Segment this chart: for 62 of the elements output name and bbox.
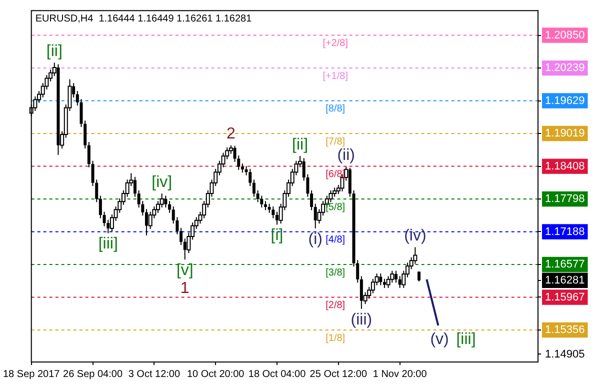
annotation: [v]	[176, 262, 194, 279]
annotation: (ii)	[337, 147, 355, 164]
y-tick-label: 1.16577	[545, 258, 585, 271]
x-tick-label: 18 Sep 2017	[3, 368, 60, 380]
annotation: [iv]	[152, 174, 172, 191]
annotation: [7/8]	[326, 136, 346, 148]
y-tick-label: 1.20850	[545, 29, 585, 42]
annotation: [8/8]	[326, 104, 346, 115]
x-tick-label: 3 Oct 12:00	[128, 368, 180, 380]
annotation: [1/8]	[326, 332, 346, 344]
annotation: [ii]	[292, 136, 308, 154]
annotation: [ii]	[46, 43, 62, 60]
x-tick-label: 25 Oct 12:00	[310, 368, 368, 380]
candlestick	[398, 276, 402, 288]
candlestick	[98, 195, 102, 219]
annotation: 1	[180, 280, 190, 297]
x-tick-label: 1 Nov 20:00	[372, 368, 428, 380]
y-tick-label: 1.14905	[545, 348, 585, 360]
candlestick	[87, 142, 90, 168]
y-tick-label: 1.18408	[545, 160, 585, 172]
annotation: [i]	[270, 227, 284, 244]
annotation: (i)	[308, 230, 322, 248]
candlestick	[248, 168, 252, 187]
annotation: [4/8]	[326, 234, 346, 246]
x-tick-label: 10 Oct 20:00	[186, 368, 245, 380]
candlestick	[314, 203, 317, 229]
candlestick	[264, 200, 267, 211]
y-tick-label: 1.15356	[545, 324, 585, 336]
candlestick	[145, 208, 148, 236]
y-tick-label: 1.19629	[545, 94, 585, 107]
x-tick-label: 26 Sep 04:00	[63, 368, 123, 380]
candlestick	[379, 272, 382, 286]
annotation: [+2/8]	[322, 38, 348, 50]
x-tick-label: 18 Oct 04:00	[248, 368, 306, 380]
y-tick-label: 1.15967	[545, 291, 585, 304]
annotation: (iv)	[404, 228, 426, 245]
annotation: [iii]	[456, 330, 476, 348]
candlestick	[310, 190, 314, 211]
candlestick	[133, 176, 136, 198]
y-tick-label: 1.17798	[545, 193, 585, 206]
candlestick	[183, 238, 186, 260]
candlestick	[168, 200, 172, 214]
candlestick	[164, 195, 168, 208]
annotation: [2/8]	[326, 300, 346, 311]
annotation: [3/8]	[326, 267, 346, 278]
candlestick	[180, 227, 183, 246]
annotation: 2	[226, 126, 236, 143]
y-tick-label: 1.17188	[545, 226, 585, 238]
annotation: (iii)	[350, 311, 372, 328]
candlestick	[240, 163, 244, 174]
candlestick	[76, 90, 79, 106]
annotation: [5/8]	[326, 202, 346, 213]
annotation: [iii]	[98, 236, 118, 253]
chart-title: EURUSD,H4 1.16444 1.16449 1.16261 1.16281	[35, 13, 252, 24]
candlestick	[272, 206, 275, 219]
annotation: [+1/8]	[322, 70, 348, 82]
y-tick-label: 1.20239	[545, 62, 585, 74]
candlestick	[252, 179, 256, 198]
annotation: (v)	[430, 330, 449, 348]
y-tick-label: 1.19019	[545, 128, 585, 140]
y-tick-label: 1.16281	[545, 274, 585, 286]
candlestick	[394, 270, 398, 284]
